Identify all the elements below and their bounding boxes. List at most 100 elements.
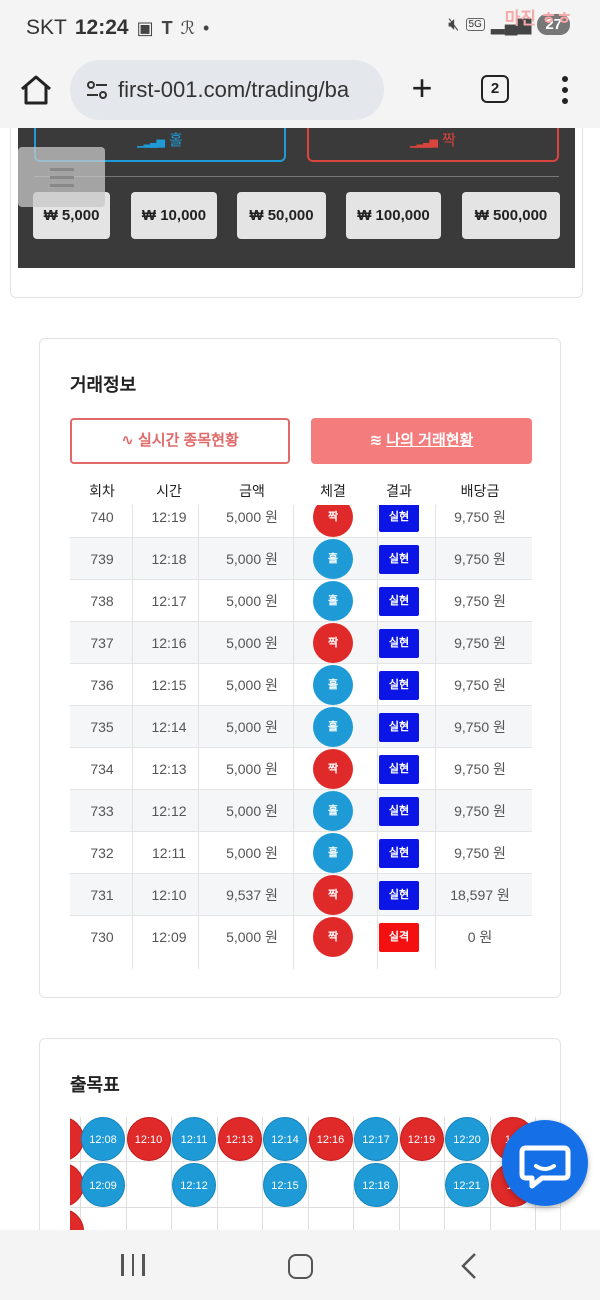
table-row: 737 12:16 5,000 원 짝 실현 9,750 원 xyxy=(70,621,532,663)
column-divider xyxy=(132,505,133,969)
chip-100000-button[interactable]: ₩ 100,000 xyxy=(346,192,441,239)
home-icon[interactable] xyxy=(18,72,54,108)
live-status-button[interactable]: ∿ 실시간 종목현황 xyxy=(70,418,290,464)
table-row: 738 12:17 5,000 원 홀 실현 9,750 원 xyxy=(70,579,532,621)
waves-icon: ≋ xyxy=(369,432,387,449)
cell-round: 731 xyxy=(90,887,114,903)
col-payout: 배당금 xyxy=(460,483,500,499)
more-menu-icon[interactable] xyxy=(550,72,580,108)
chip-10000-button[interactable]: ₩ 10,000 xyxy=(131,192,217,239)
table-row: 732 12:11 5,000 원 홀 실현 9,750 원 xyxy=(70,831,532,873)
cell-amount: 9,537 원 xyxy=(226,887,278,903)
pick-ball: 홀 xyxy=(313,707,353,747)
cell-amount: 5,000 원 xyxy=(226,593,278,609)
trade-info-title: 거래정보 xyxy=(70,375,137,395)
site-settings-icon[interactable] xyxy=(84,77,110,103)
hamburger-menu-icon[interactable] xyxy=(18,147,105,207)
chip-500000-button[interactable]: ₩ 500,000 xyxy=(462,192,560,239)
signal-bars-icon: ▁▂▃▅ xyxy=(137,136,165,148)
cell-round: 736 xyxy=(90,677,114,693)
new-tab-plus-icon[interactable]: + xyxy=(411,67,433,108)
divider xyxy=(34,176,559,177)
history-ball xyxy=(70,1209,84,1230)
status-right: 🔇︎ 5G ▂▄▆ 27 xyxy=(448,14,570,35)
pick-ball: 짝 xyxy=(313,749,353,789)
home-nav-icon[interactable] xyxy=(288,1254,313,1279)
history-card: 출목표 12:08 12:09 12:10 12:11 12:12 12:13 12:14 1… xyxy=(39,1038,561,1230)
cell-payout: 9,750 원 xyxy=(454,803,506,819)
result-badge: 실현 xyxy=(379,587,419,616)
cell-payout: 9,750 원 xyxy=(454,719,506,735)
chip-50000-button[interactable]: ₩ 50,000 xyxy=(237,192,326,239)
history-ball: 12:16 xyxy=(308,1117,353,1161)
tab-switcher-button[interactable]: 2 xyxy=(481,75,509,103)
back-icon[interactable] xyxy=(455,1251,485,1281)
cell-round: 740 xyxy=(90,509,114,525)
cell-time: 12:15 xyxy=(151,677,187,693)
history-ball: 12:21 xyxy=(445,1163,489,1207)
cell-time: 12:13 xyxy=(151,761,187,777)
cell-amount: 5,000 원 xyxy=(226,929,278,945)
trade-table[interactable]: 740 12:19 5,000 원 짝 실현 9,750 원 739 12:18 5,000 원… xyxy=(70,505,532,969)
col-pick: 체결 xyxy=(320,483,346,499)
grid-column-line xyxy=(489,1117,491,1230)
signal-bars-icon: ▁▂▃▅ xyxy=(410,136,438,148)
grid-row-line xyxy=(70,1161,560,1162)
my-trades-button[interactable]: ≋ 나의 거래현황 xyxy=(311,418,532,464)
result-badge: 실현 xyxy=(379,755,419,784)
pick-ball: 홀 xyxy=(313,833,353,873)
history-ball: 12:17 xyxy=(354,1117,398,1161)
cell-amount: 5,000 원 xyxy=(226,719,278,735)
pick-ball: 짝 xyxy=(313,917,353,957)
cell-time: 12:10 xyxy=(151,887,187,903)
address-bar[interactable]: first-001.com/trading/ba xyxy=(70,60,384,120)
cell-amount: 5,000 원 xyxy=(226,803,278,819)
history-ball: 12:13 xyxy=(217,1117,262,1161)
cell-time: 12:12 xyxy=(151,803,187,819)
history-ball: 12:15 xyxy=(263,1163,307,1207)
my-trades-label: 나의 거래현황 xyxy=(386,432,474,449)
watermark-logo: 마진 ㅎㅎ xyxy=(504,9,572,28)
cell-round: 730 xyxy=(90,929,114,945)
table-row: 735 12:14 5,000 원 홀 실현 9,750 원 xyxy=(70,705,532,747)
history-ball: 12:10 xyxy=(126,1117,171,1161)
cell-round: 735 xyxy=(90,719,114,735)
even-bet-button[interactable]: ▁▂▃▅ 짝 xyxy=(307,128,559,162)
trade-table-header: 회차 시간 금액 체결 결과 배당금 xyxy=(70,477,532,505)
result-badge: 실현 xyxy=(379,839,419,868)
result-badge: 실현 xyxy=(379,671,419,700)
browser-toolbar: first-001.com/trading/ba + 2 xyxy=(0,56,600,128)
url-text[interactable]: first-001.com/trading/ba xyxy=(118,77,350,102)
trade-info-card: 거래정보 ∿ 실시간 종목현황 ≋ 나의 거래현황 회차 시간 금액 체결 결과… xyxy=(39,338,561,998)
history-ball: 12:19 xyxy=(399,1117,444,1161)
grid-column-line xyxy=(171,1117,172,1230)
history-ball: 12:14 xyxy=(263,1117,307,1161)
cell-time: 12:14 xyxy=(151,719,187,735)
result-badge: 실현 xyxy=(379,797,419,826)
cell-payout: 9,750 원 xyxy=(454,635,506,651)
grid-column-line xyxy=(353,1117,354,1230)
cell-round: 737 xyxy=(90,635,114,651)
live-status-label: 실시간 종목현황 xyxy=(137,432,239,449)
even-label: 짝 xyxy=(442,132,456,149)
table-row: 739 12:18 5,000 원 홀 실현 9,750 원 xyxy=(70,537,532,579)
grid-column-line xyxy=(216,1117,218,1230)
cell-time: 12:18 xyxy=(151,551,187,567)
result-badge: 실현 xyxy=(379,713,419,742)
grid-row-line xyxy=(70,1207,560,1208)
result-badge: 실현 xyxy=(379,629,419,658)
odd-label: 홀 xyxy=(169,132,183,149)
cell-payout: 18,597 원 xyxy=(450,887,510,903)
column-divider xyxy=(198,505,199,969)
clock: 12:24 xyxy=(74,16,129,39)
cell-amount: 5,000 원 xyxy=(226,845,278,861)
more-notifications-dot-icon: • xyxy=(202,17,210,38)
grid-column-line xyxy=(307,1117,309,1230)
col-result: 결과 xyxy=(386,483,412,499)
recent-apps-icon[interactable] xyxy=(121,1254,145,1276)
chat-button[interactable] xyxy=(502,1120,588,1206)
odd-bet-button[interactable]: ▁▂▃▅ 홀 xyxy=(34,128,286,162)
cell-time: 12:09 xyxy=(151,929,187,945)
history-ball: 12:12 xyxy=(172,1163,216,1207)
result-badge: 실격 xyxy=(379,923,419,952)
